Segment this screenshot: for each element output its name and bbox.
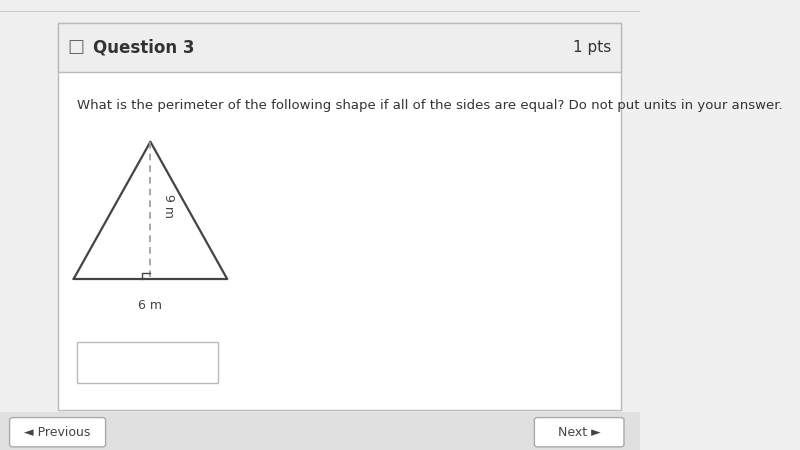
Text: 1 pts: 1 pts <box>573 40 611 55</box>
Text: 6 m: 6 m <box>138 299 162 312</box>
FancyBboxPatch shape <box>58 22 621 410</box>
FancyBboxPatch shape <box>77 342 218 382</box>
Text: What is the perimeter of the following shape if all of the sides are equal? Do n: What is the perimeter of the following s… <box>77 99 782 112</box>
Text: 9 m: 9 m <box>162 194 175 218</box>
FancyBboxPatch shape <box>534 418 624 447</box>
FancyBboxPatch shape <box>58 22 621 72</box>
FancyBboxPatch shape <box>0 412 640 450</box>
Text: Next ►: Next ► <box>558 426 601 439</box>
Text: ◄ Previous: ◄ Previous <box>25 426 90 439</box>
FancyBboxPatch shape <box>10 418 106 447</box>
Text: □: □ <box>67 38 84 56</box>
Text: Question 3: Question 3 <box>93 38 194 56</box>
